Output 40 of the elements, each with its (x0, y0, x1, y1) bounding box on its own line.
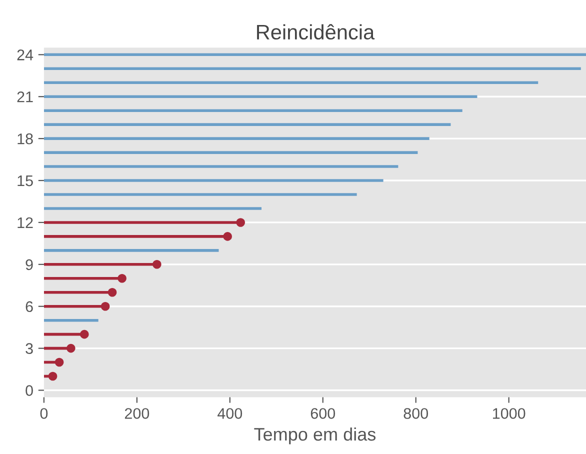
y-tick-label: 6 (26, 301, 33, 312)
point (66, 344, 76, 353)
bar (44, 151, 418, 154)
x-tick-label: 800 (404, 408, 428, 419)
x-tick-label: 0 (40, 408, 48, 419)
bar (44, 137, 430, 140)
bar (44, 123, 451, 126)
bar (44, 179, 384, 182)
y-tick-label: 0 (26, 385, 33, 396)
y-tick-label: 3 (26, 343, 33, 354)
point (100, 302, 110, 311)
y-tick-label: 12 (18, 217, 33, 228)
x-tick-label: 600 (310, 408, 336, 419)
bar (44, 207, 262, 210)
bar (44, 81, 538, 84)
x-tick-label: 200 (124, 408, 150, 419)
x-tick-label: 1000 (493, 408, 526, 419)
x-axis-title: Tempo em dias (254, 427, 376, 444)
point (152, 260, 162, 269)
chart-title: Reincidência (257, 24, 375, 40)
point (223, 232, 232, 241)
x-tick-label: 400 (218, 408, 242, 419)
y-tick-label: 9 (26, 259, 33, 270)
bar (44, 249, 219, 252)
bar (44, 318, 98, 322)
y-tick-label: 21 (17, 91, 33, 102)
point (48, 372, 58, 381)
point (236, 218, 245, 227)
y-tick-label: 24 (17, 50, 34, 60)
y-tick-label: 15 (18, 176, 33, 186)
point (118, 274, 126, 283)
point (80, 330, 89, 339)
y-tick-label: 18 (18, 133, 33, 144)
bar (44, 109, 462, 112)
bar (44, 67, 581, 70)
bar (44, 165, 398, 168)
point (54, 358, 64, 367)
point (108, 288, 117, 297)
bar (44, 193, 357, 196)
bar (44, 95, 478, 98)
